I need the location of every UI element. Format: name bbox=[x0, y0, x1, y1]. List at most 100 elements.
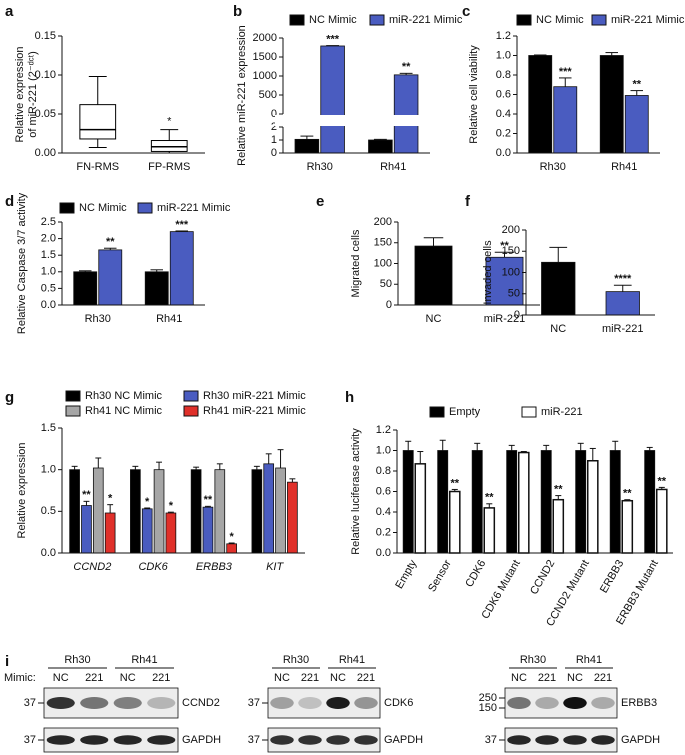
annotation: ** bbox=[402, 61, 411, 73]
marker-label: 37 bbox=[248, 697, 260, 709]
x-tick-label: Sensor bbox=[426, 558, 454, 594]
y-tick-label: 100 bbox=[502, 266, 520, 278]
y-tick-label: 1.5 bbox=[41, 249, 56, 261]
blot-band bbox=[298, 735, 322, 745]
bar bbox=[144, 271, 169, 306]
x-tick-label: KIT bbox=[266, 561, 284, 573]
box bbox=[150, 140, 188, 152]
x-tick-label: CCND2 bbox=[528, 558, 557, 597]
bar bbox=[624, 95, 649, 154]
legend-swatch bbox=[516, 14, 532, 26]
bar bbox=[104, 512, 116, 554]
blot-band bbox=[80, 735, 109, 745]
lane-label: NC bbox=[120, 672, 136, 684]
marker-label: 250 bbox=[479, 692, 497, 704]
annotation: ** bbox=[82, 489, 91, 501]
bar bbox=[263, 463, 275, 554]
marker-label: 150 bbox=[479, 702, 497, 714]
y-tick-label: 0.6 bbox=[496, 88, 511, 100]
blot-band bbox=[591, 735, 615, 745]
bar bbox=[518, 451, 530, 554]
bar bbox=[552, 498, 565, 554]
bar bbox=[656, 488, 668, 554]
bar bbox=[214, 469, 226, 554]
blot-band bbox=[326, 735, 350, 745]
y-tick-label: 2 bbox=[271, 121, 277, 133]
annotation: *** bbox=[175, 219, 189, 231]
bar bbox=[294, 138, 320, 154]
legend-swatch bbox=[183, 405, 199, 417]
lane-label: 221 bbox=[301, 672, 319, 684]
blot-band bbox=[563, 735, 587, 745]
y-tick-label: 0.6 bbox=[376, 485, 391, 497]
protein-label: CDK6 bbox=[384, 697, 413, 709]
y-tick-label: 0 bbox=[514, 309, 520, 321]
x-tick-label: Empty bbox=[393, 558, 419, 591]
y-tick-label: 2.5 bbox=[41, 216, 56, 228]
y-axis-label: Invaded cells bbox=[482, 240, 494, 305]
y-tick-label: 1 bbox=[271, 134, 277, 146]
protein-label: CCND2 bbox=[182, 697, 220, 709]
y-axis-label: of miR-221 (2⁻ᵈᶜᵗ) bbox=[27, 51, 39, 138]
annotation: ** bbox=[451, 477, 460, 489]
blot-band bbox=[46, 697, 75, 709]
blot-band bbox=[113, 735, 142, 745]
axis-break bbox=[275, 115, 432, 126]
cell-line-label: Rh30 bbox=[283, 654, 309, 666]
x-tick-label: FN-RMS bbox=[76, 161, 119, 173]
y-axis-label: Migrated cells bbox=[350, 229, 362, 297]
annotation: ** bbox=[658, 475, 667, 487]
bar bbox=[368, 139, 393, 154]
y-tick-label: 0.5 bbox=[41, 505, 56, 517]
box bbox=[79, 104, 117, 140]
bar bbox=[609, 450, 621, 554]
bar bbox=[541, 261, 576, 316]
bar bbox=[92, 467, 104, 554]
x-tick-label: CDK6 bbox=[463, 558, 488, 589]
annotation: * bbox=[230, 531, 235, 543]
blot-band bbox=[326, 697, 350, 709]
protein-label: GAPDH bbox=[621, 734, 660, 746]
y-tick-label: 0.0 bbox=[496, 147, 511, 159]
bar bbox=[165, 512, 177, 554]
bar bbox=[605, 291, 640, 316]
bar bbox=[528, 55, 553, 154]
bar bbox=[483, 507, 496, 554]
x-tick-label: NC bbox=[550, 323, 566, 335]
legend-label: miR-221 Mimic bbox=[389, 14, 463, 26]
legend-label: Rh30 miR-221 Mimic bbox=[203, 390, 306, 402]
x-tick-label: miR-221 bbox=[602, 323, 644, 335]
y-tick-label: 100 bbox=[374, 257, 392, 269]
panel-letter: g bbox=[5, 389, 14, 406]
blot-band bbox=[147, 735, 176, 745]
y-tick-label: 0.2 bbox=[376, 526, 391, 538]
y-tick-label: 500 bbox=[259, 89, 277, 101]
blot-background bbox=[267, 687, 381, 719]
y-tick-label: 0.2 bbox=[496, 127, 511, 139]
annotation: ** bbox=[106, 236, 115, 248]
x-tick-label: Rh30 bbox=[307, 161, 333, 173]
blot-band bbox=[535, 735, 559, 745]
annotation: * bbox=[108, 493, 113, 505]
y-tick-label: 1.0 bbox=[41, 266, 56, 278]
bar bbox=[169, 231, 194, 306]
bar bbox=[275, 467, 286, 554]
cell-line-label: Rh41 bbox=[131, 654, 157, 666]
lane-label: 221 bbox=[85, 672, 103, 684]
legend-swatch bbox=[59, 202, 75, 214]
annotation: * bbox=[167, 116, 172, 128]
legend-label: Rh41 miR-221 Mimic bbox=[203, 405, 306, 417]
y-tick-label: 0.0 bbox=[41, 299, 56, 311]
legend-label: Rh30 NC Mimic bbox=[85, 390, 163, 402]
y-tick-label: 150 bbox=[374, 237, 392, 249]
annotation: ** bbox=[632, 79, 641, 91]
legend-label: miR-221 Mimic bbox=[611, 14, 685, 26]
bar bbox=[141, 508, 153, 554]
y-tick-label: 1.2 bbox=[496, 30, 511, 42]
legend-swatch bbox=[369, 14, 385, 26]
bar bbox=[202, 506, 214, 554]
cell-line-label: Rh30 bbox=[64, 654, 90, 666]
bar bbox=[130, 469, 141, 554]
y-tick-label: 50 bbox=[380, 278, 392, 290]
